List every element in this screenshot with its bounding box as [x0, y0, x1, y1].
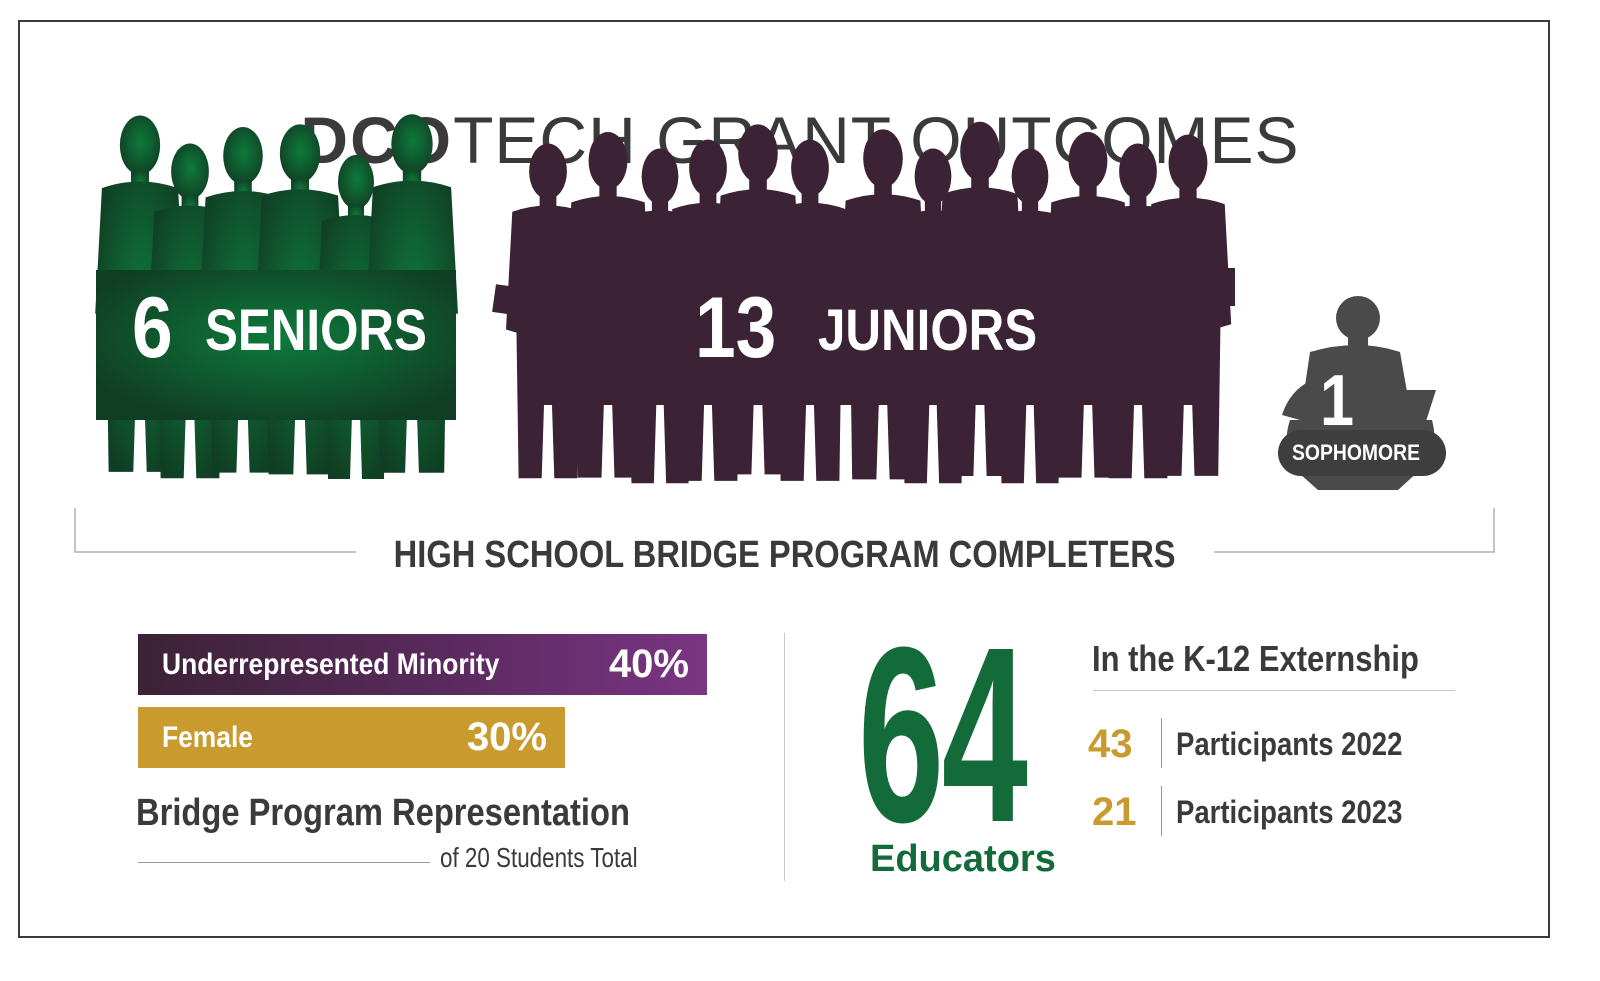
educators-label: Educators [870, 838, 1056, 880]
urm-bar: Underrepresented Minority 40% [138, 634, 707, 695]
participants-2022-separator [1161, 718, 1162, 768]
urm-bar-label: Underrepresented Minority [162, 648, 500, 681]
externship-heading: In the K-12 Externship [1092, 638, 1419, 679]
externship-rule [1093, 690, 1455, 691]
bridge-program-caption-text: HIGH SCHOOL BRIDGE PROGRAM COMPLETERS [394, 534, 1176, 576]
participants-2023-separator [1161, 786, 1162, 836]
representation-title: Bridge Program Representation [136, 792, 630, 834]
female-bar-label: Female [162, 721, 253, 754]
female-bar: Female 30% [138, 707, 565, 768]
seniors-count: 6 [132, 280, 173, 376]
participants-2023-count: 21 [1092, 790, 1137, 834]
urm-bar-value: 40% [608, 642, 689, 686]
representation-subtitle: of 20 Students Total [440, 842, 638, 873]
participants-2022-label: Participants 2022 [1176, 726, 1403, 762]
sophomore-label: SOPHOMORE [1292, 440, 1421, 465]
seniors-silhouette-group [95, 114, 458, 479]
bridge-program-caption: HIGH SCHOOL BRIDGE PROGRAM COMPLETERS [0, 534, 1570, 577]
sophomore-count: 1 [1320, 361, 1355, 441]
juniors-count: 13 [695, 280, 777, 376]
participants-2023-label: Participants 2023 [1176, 794, 1403, 830]
female-bar-value: 30% [466, 715, 547, 759]
sophomore-silhouette [1278, 296, 1446, 490]
educators-count: 64 [858, 595, 1028, 874]
seniors-label: SENIORS [205, 298, 427, 363]
participants-2022-count: 43 [1088, 722, 1133, 766]
bracket-lines [74, 508, 1495, 553]
juniors-silhouette-group [492, 121, 1235, 484]
representation-rule [138, 862, 430, 863]
section-divider [784, 633, 785, 881]
juniors-label: JUNIORS [818, 298, 1038, 363]
